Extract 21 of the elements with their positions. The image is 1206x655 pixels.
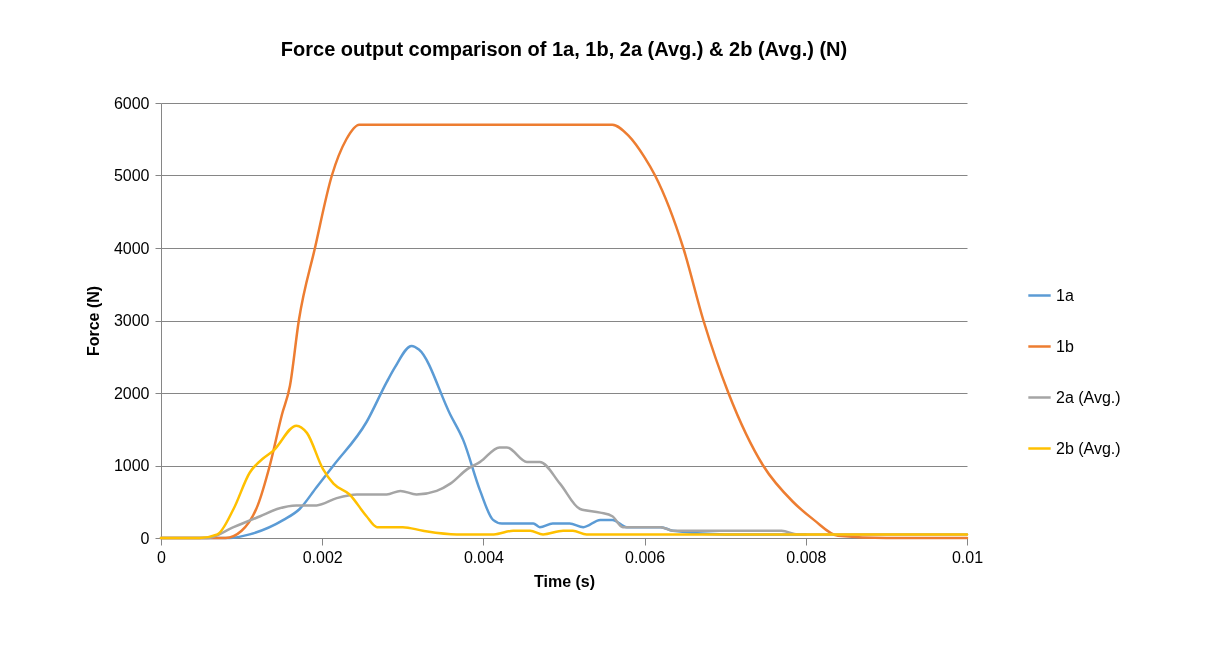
y-axis-title: Force (N) xyxy=(84,285,102,357)
y-tick-label: 4000 xyxy=(113,239,150,257)
y-tick-label: 0 xyxy=(140,529,150,547)
line-series xyxy=(159,424,969,540)
y-tick-label: 5000 xyxy=(113,167,150,184)
chart-title: Force output comparison of 1a, 1b, 2a (Avg.) & 2b (Avg.) (N) xyxy=(280,38,848,60)
y-tick-label: 1000 xyxy=(113,457,150,474)
x-tick-label: 0.008 xyxy=(786,548,827,566)
y-tick-label: 2000 xyxy=(113,384,150,402)
y-tick-label: 6000 xyxy=(113,94,150,112)
x-tick-label: 0.006 xyxy=(625,548,666,566)
x-tick-label: 0.002 xyxy=(302,548,343,566)
x-tick-label: 0.004 xyxy=(463,548,505,566)
legend-label: 2b (Avg.) xyxy=(1056,439,1121,457)
legend-label: 1a xyxy=(1056,286,1074,304)
legend-label: 2a (Avg.) xyxy=(1056,388,1121,406)
y-tick-label: 3000 xyxy=(113,312,150,329)
x-tick-label: 0 xyxy=(157,548,167,566)
legend-label: 1b xyxy=(1056,337,1074,355)
x-axis-title: Time (s) xyxy=(533,572,596,590)
x-tick-label: 0.01 xyxy=(951,548,984,566)
